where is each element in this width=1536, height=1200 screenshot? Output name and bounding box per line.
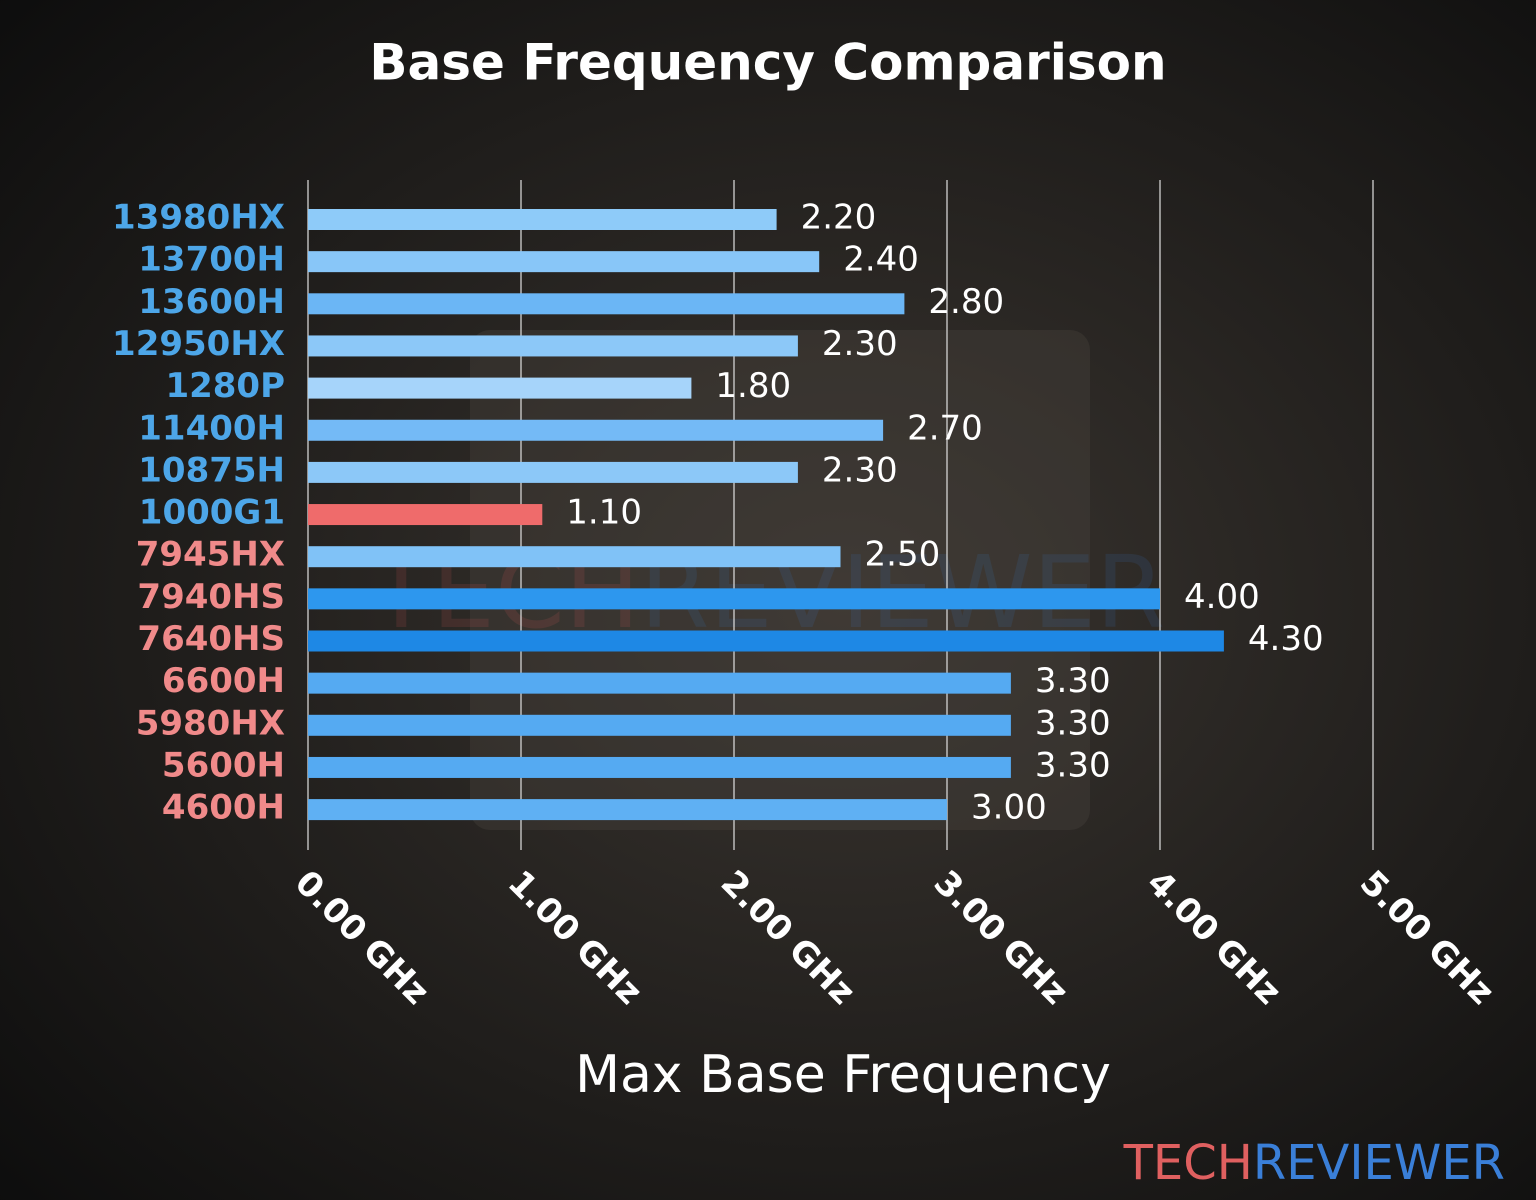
logo-text: TECHREVIEWER [1123,1135,1505,1191]
bar [308,504,543,526]
background-chip [470,330,1090,830]
value-label: 1.80 [715,366,791,406]
bar [308,335,798,357]
y-tick-label: 13980HX [112,198,285,238]
bar [308,419,884,441]
bar [308,377,692,399]
bar [308,630,1224,652]
bar [308,799,947,821]
y-tick-label: 1000G1 [139,493,285,533]
value-label: 4.30 [1248,619,1324,659]
value-label: 4.00 [1184,577,1260,617]
chart-title: Base Frequency Comparison [369,34,1166,92]
value-label: 2.20 [801,198,877,238]
value-label: 2.30 [822,450,898,490]
y-tick-label: 12950HX [112,324,285,364]
y-tick-label: 7945HX [136,535,285,575]
bar [308,251,820,273]
y-tick-label: 10875H [138,450,285,490]
bar [308,461,798,483]
value-label: 3.30 [1035,661,1111,701]
y-tick-label: 13600H [138,282,285,322]
bar [308,588,1160,610]
logo-part: REVIEWER [1253,1135,1505,1191]
bar [308,714,1011,736]
logo-part: TECH [1123,1135,1253,1191]
bar [308,546,841,568]
logo: TECHREVIEWER [1123,1135,1505,1191]
value-label: 3.30 [1035,703,1111,743]
bar [308,209,777,230]
y-tick-label: 6600H [162,661,285,701]
y-tick-label: 7640HS [137,619,285,659]
y-tick-label: 7940HS [137,577,285,617]
y-tick-label: 1280P [165,366,285,406]
y-tick-label: 5600H [162,745,285,785]
value-label: 2.50 [865,535,941,575]
y-tick-label: 11400H [138,408,285,448]
y-tick-label: 13700H [138,240,285,280]
x-axis-label: Max Base Frequency [575,1045,1111,1105]
y-tick-label: 5980HX [136,703,285,743]
value-label: 2.70 [907,408,983,448]
bar [308,672,1011,694]
bar [308,293,905,315]
value-label: 3.00 [971,788,1047,828]
value-label: 1.10 [566,493,642,533]
value-label: 2.80 [928,282,1004,322]
y-tick-label: 4600H [162,788,285,828]
value-label: 3.30 [1035,745,1111,785]
value-label: 2.40 [843,240,919,280]
value-label: 2.30 [822,324,898,364]
bar [308,756,1011,778]
